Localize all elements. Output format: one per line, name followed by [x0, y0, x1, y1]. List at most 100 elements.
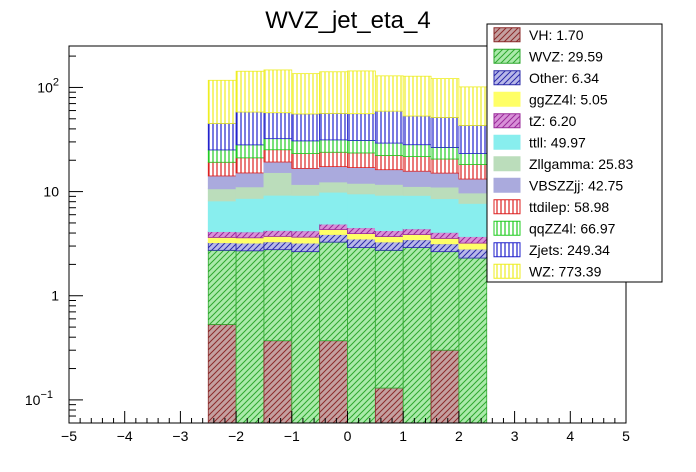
bar-Zjets-bin-5 [347, 113, 376, 141]
bar-Other-bin-8 [430, 243, 460, 253]
bar-VH-bin-4 [319, 340, 348, 424]
bar-Other-bin-5 [347, 238, 376, 248]
legend-label-VBSZZjj: VBSZZjj: 42.75 [529, 177, 623, 193]
bar-Zllgamma-bin-8 [430, 186, 460, 200]
x-tick-label: −3 [172, 428, 188, 444]
bar-ggZZ4l-bin-8 [430, 238, 460, 245]
bar-ttll-bin-4 [319, 191, 348, 225]
bar-Other-bin-7 [402, 239, 432, 248]
bar-tZ-bin-1 [235, 231, 265, 239]
bar-Zllgamma-bin-1 [235, 186, 265, 199]
bar-ttll-bin-8 [430, 198, 460, 233]
bar-VH-bin-2 [263, 340, 293, 424]
bar-ttdilep-bin-5 [347, 152, 376, 168]
bar-ttdilep-bin-2 [263, 149, 293, 163]
bar-Zjets-bin-0 [207, 123, 237, 151]
bar-qqZZ4l-bin-2 [263, 138, 293, 151]
bar-VBSZZjj-bin-0 [207, 175, 237, 190]
bar-VBSZZjj-bin-9 [458, 178, 488, 194]
bar-WVZ-bin-5 [347, 247, 376, 424]
bar-ttll-bin-0 [207, 200, 237, 232]
bar-Other-bin-1 [235, 242, 265, 252]
bar-qqZZ4l-bin-6 [374, 142, 404, 156]
bar-Other-bin-3 [291, 242, 321, 253]
bar-Zjets-bin-2 [263, 112, 293, 140]
bar-WZ-bin-0 [207, 79, 237, 124]
bar-WVZ-bin-9 [458, 257, 488, 424]
legend-swatch-WVZ [493, 48, 521, 64]
bar-qqZZ4l-bin-9 [458, 153, 488, 165]
bar-ggZZ4l-bin-3 [291, 236, 321, 244]
bar-ggZZ4l-bin-5 [347, 233, 376, 240]
bar-VBSZZjj-bin-6 [374, 169, 404, 185]
bar-Zllgamma-bin-9 [458, 192, 488, 204]
legend-label-Other: Other: 6.34 [529, 70, 599, 86]
legend-label-qqZZ4l: qqZZ4l: 66.97 [529, 220, 616, 236]
bar-WVZ-bin-1 [235, 250, 265, 424]
x-tick-label: 2 [455, 428, 463, 444]
bar-Zjets-bin-1 [235, 111, 265, 146]
bar-WVZ-bin-2 [263, 249, 293, 342]
bar-ttdilep-bin-9 [458, 164, 488, 180]
bar-WZ-bin-1 [235, 70, 265, 113]
x-tick-label: −2 [228, 428, 244, 444]
bar-Zllgamma-bin-4 [319, 181, 348, 193]
bar-Zjets-bin-7 [402, 115, 432, 146]
bar-ttdilep-bin-7 [402, 156, 432, 172]
x-tick-label: 0 [344, 428, 352, 444]
bar-qqZZ4l-bin-0 [207, 149, 237, 163]
bar-Zjets-bin-9 [458, 125, 488, 154]
bar-tZ-bin-5 [347, 227, 376, 235]
bar-ggZZ4l-bin-9 [458, 242, 488, 250]
bar-WZ-bin-6 [374, 75, 404, 112]
bar-VBSZZjj-bin-3 [291, 167, 321, 185]
bar-WZ-bin-8 [430, 78, 460, 118]
legend-swatch-VH [493, 27, 521, 43]
bar-ttdilep-bin-8 [430, 158, 460, 174]
bar-ttdilep-bin-3 [291, 153, 321, 169]
bar-Zjets-bin-4 [319, 112, 348, 141]
bar-Other-bin-0 [207, 242, 237, 251]
bar-VBSZZjj-bin-8 [430, 172, 460, 188]
legend-label-ttdilep: ttdilep: 58.98 [529, 199, 609, 215]
bar-Zllgamma-bin-0 [207, 188, 237, 202]
legend-swatch-Zllgamma [493, 156, 521, 172]
bar-Zllgamma-bin-7 [402, 186, 432, 196]
bar-ggZZ4l-bin-6 [374, 236, 404, 243]
x-tick-label: −1 [284, 428, 300, 444]
bar-ttdilep-bin-1 [235, 157, 265, 174]
bar-VBSZZjj-bin-1 [235, 172, 265, 188]
bar-tZ-bin-7 [402, 228, 432, 235]
bar-WZ-bin-5 [347, 70, 376, 115]
bar-tZ-bin-6 [374, 230, 404, 237]
bar-VH-bin-0 [207, 324, 237, 424]
y-tick-label: 1 [51, 288, 59, 304]
bar-VH-bin-6 [374, 387, 404, 424]
legend-label-WVZ: WVZ: 29.59 [529, 48, 603, 64]
bar-ggZZ4l-bin-0 [207, 237, 237, 244]
bar-Zllgamma-bin-2 [263, 172, 293, 196]
legend-label-ggZZ4l: ggZZ4l: 5.05 [529, 91, 608, 107]
legend-label-Zllgamma: Zllgamma: 25.83 [529, 156, 633, 172]
bar-qqZZ4l-bin-3 [291, 140, 321, 154]
bar-ttdilep-bin-0 [207, 161, 237, 177]
bar-Other-bin-2 [263, 241, 293, 251]
bar-tZ-bin-0 [207, 231, 237, 238]
bars-layer [207, 69, 488, 424]
bar-ggZZ4l-bin-7 [402, 234, 432, 241]
bar-ttll-bin-2 [263, 194, 293, 231]
legend-label-WZ: WZ: 773.39 [529, 263, 602, 279]
bar-tZ-bin-8 [430, 232, 460, 239]
y-tick-label: 10 [43, 184, 59, 200]
legend-swatch-Zjets [493, 242, 521, 258]
bar-ggZZ4l-bin-1 [235, 237, 265, 244]
x-tick-label: 4 [566, 428, 574, 444]
bar-WZ-bin-7 [402, 75, 432, 117]
legend-label-VH: VH: 1.70 [529, 27, 584, 43]
bar-ttll-bin-7 [402, 195, 432, 230]
y-tick-label: 102 [37, 76, 59, 95]
bar-ttll-bin-3 [291, 194, 321, 232]
x-axis: −5 −4 −3 −2 −1 0 1 2 3 4 5 [61, 411, 630, 444]
y-tick-label: 10−1 [25, 389, 53, 408]
